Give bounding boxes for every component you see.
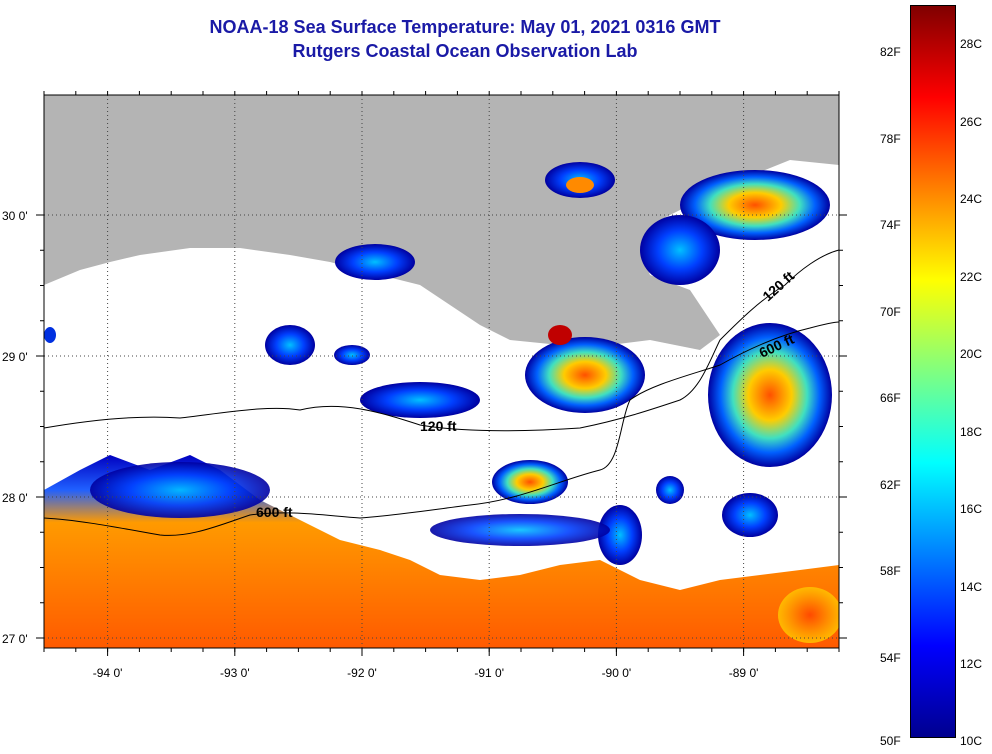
fahrenheit-label: 78F — [880, 131, 901, 146]
lat-tick-label: 29 0' — [2, 350, 28, 364]
warm-patch-ne — [680, 170, 830, 240]
sst-map: 120 ft 600 ft 120 ft 600 ft -94 0' -93 0'… — [2, 91, 847, 680]
fahrenheit-label: 54F — [880, 650, 901, 665]
celsius-label: 10C — [960, 734, 983, 748]
contour-600ft — [44, 321, 839, 536]
warm-patch-delta — [525, 337, 645, 413]
hot-spot — [548, 325, 572, 345]
celsius-label: 12C — [960, 657, 983, 671]
celsius-label: 20C — [960, 347, 983, 361]
cool-patch-3 — [334, 345, 370, 365]
celsius-label: 16C — [960, 502, 983, 516]
contour-label-120-gulf: 120 ft — [420, 418, 457, 434]
celsius-label: 24C — [960, 192, 983, 206]
fahrenheit-label: 82F — [880, 45, 901, 59]
plot-frame — [43, 94, 840, 649]
celsius-label: 22C — [960, 269, 983, 284]
cool-patch-6 — [640, 215, 720, 285]
fahrenheit-label: 74F — [880, 218, 901, 232]
map-title: NOAA-18 Sea Surface Temperature: May 01,… — [209, 17, 721, 37]
cool-patch-8 — [656, 476, 684, 504]
lon-tick-label: -92 0' — [347, 666, 377, 680]
lon-tick-label: -90 0' — [602, 666, 632, 680]
cool-patch-1 — [335, 244, 415, 280]
cool-spot-west — [44, 327, 56, 343]
warm-patch-east — [708, 323, 832, 467]
fahrenheit-label: 62F — [880, 477, 901, 492]
warm-patch-se — [778, 587, 839, 643]
fahrenheit-label: 66F — [880, 391, 901, 405]
lon-tick-label: -93 0' — [220, 666, 250, 680]
sst-imagery — [44, 95, 839, 648]
celsius-label: 18C — [960, 424, 983, 439]
fahrenheit-label: 50F — [880, 734, 901, 748]
cool-patch-7 — [722, 493, 778, 537]
cool-patch-10 — [430, 514, 610, 546]
fahrenheit-label: 58F — [880, 564, 901, 578]
colorbar — [910, 5, 956, 738]
celsius-label: 14C — [960, 579, 983, 594]
patch-mid — [492, 460, 568, 504]
lat-tick-label: 30 0' — [2, 209, 28, 223]
warm-spot — [566, 177, 594, 193]
cool-patch-4 — [360, 382, 480, 418]
cool-patch-9 — [598, 505, 642, 565]
lat-tick-label: 28 0' — [2, 491, 28, 505]
land-mass — [44, 95, 839, 350]
celsius-label: 26C — [960, 114, 983, 129]
contour-label-600-gulf: 600 ft — [256, 504, 293, 520]
cool-patch-2 — [265, 325, 315, 365]
graticule — [44, 95, 839, 648]
lon-tick-label: -89 0' — [729, 666, 759, 680]
lon-tick-label: -91 0' — [474, 666, 504, 680]
contour-120ft — [44, 249, 839, 432]
lat-tick-label: 27 0' — [2, 632, 28, 646]
cool-patch-11 — [90, 462, 270, 518]
fahrenheit-label: 70F — [880, 304, 901, 319]
celsius-label: 28C — [960, 37, 983, 51]
map-subtitle: Rutgers Coastal Ocean Observation Lab — [292, 41, 638, 61]
lon-tick-label: -94 0' — [93, 666, 123, 680]
axis-ticks: -94 0' -93 0' -92 0' -91 0' -90 0' -89 0' 30 0… — [2, 91, 847, 680]
